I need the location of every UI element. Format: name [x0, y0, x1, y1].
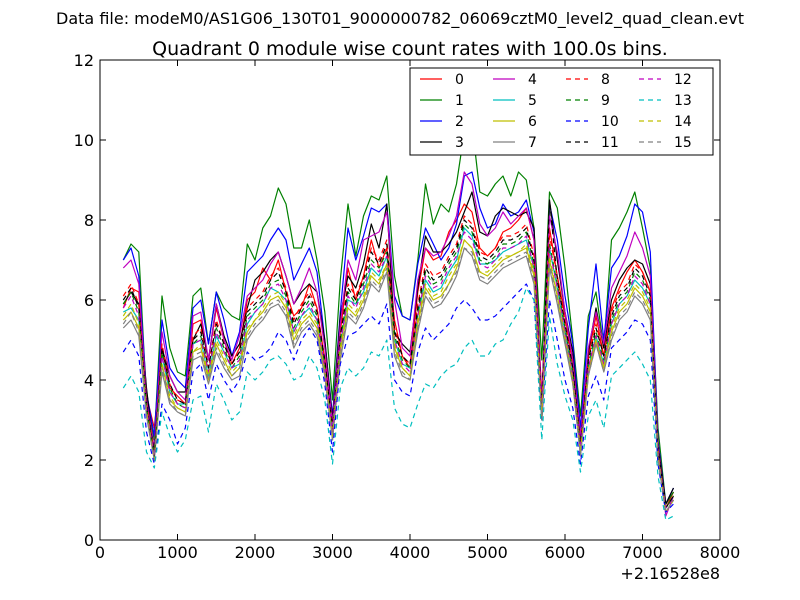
suptitle: Data file: modeM0/AS1G06_130T01_90000007…	[56, 9, 744, 29]
x-tick-label: 1000	[157, 543, 198, 562]
y-tick-label: 4	[84, 371, 94, 390]
legend-label-4: 4	[528, 72, 537, 88]
series-line-11	[122, 199, 675, 509]
legend-label-5: 5	[528, 93, 537, 109]
series-line-4	[122, 171, 675, 517]
y-tick-label: 10	[74, 131, 94, 150]
y-tick-label: 8	[84, 211, 94, 230]
legend-label-2: 2	[455, 114, 464, 130]
legend-label-0: 0	[455, 72, 464, 88]
x-tick-label: 6000	[545, 543, 586, 562]
x-tick-label: 0	[95, 543, 105, 562]
x-offset-label: +2.16528e8	[620, 564, 720, 583]
y-tick-label: 12	[74, 51, 94, 70]
x-tick-label: 4000	[390, 543, 431, 562]
series-line-7	[122, 247, 675, 513]
y-tick-label: 6	[84, 291, 94, 310]
x-tick-label: 5000	[467, 543, 508, 562]
legend-label-7: 7	[528, 135, 537, 151]
legend-label-12: 12	[674, 72, 692, 88]
legend-label-13: 13	[674, 93, 692, 109]
legend-label-10: 10	[601, 114, 619, 130]
legend-label-1: 1	[455, 93, 464, 109]
series-line-12	[122, 231, 674, 509]
legend-label-6: 6	[528, 114, 537, 130]
x-tick-label: 3000	[312, 543, 353, 562]
y-tick-label: 2	[84, 451, 94, 470]
plot-area: 0 1000 2000 3000 4000 5000 6000 7000 80000246810…	[74, 51, 741, 562]
x-tick-label: 2000	[235, 543, 276, 562]
series-line-8	[122, 215, 675, 509]
series-line-10	[122, 283, 674, 513]
series-line-13	[122, 287, 674, 521]
y-tick-label: 0	[84, 531, 94, 550]
series-line-2	[122, 171, 675, 505]
x-tick-label: 8000	[700, 543, 741, 562]
x-tick-label: 7000	[622, 543, 663, 562]
legend-label-9: 9	[601, 93, 610, 109]
chart-title: Quadrant 0 module wise count rates with …	[152, 38, 668, 60]
series-line-1	[122, 123, 675, 505]
series-line-15	[122, 247, 675, 513]
legend-box	[409, 67, 714, 156]
legend-label-8: 8	[601, 72, 610, 88]
legend-label-15: 15	[674, 135, 692, 151]
legend-label-3: 3	[455, 135, 464, 151]
legend-label-11: 11	[601, 135, 619, 151]
legend-label-14: 14	[674, 114, 692, 130]
